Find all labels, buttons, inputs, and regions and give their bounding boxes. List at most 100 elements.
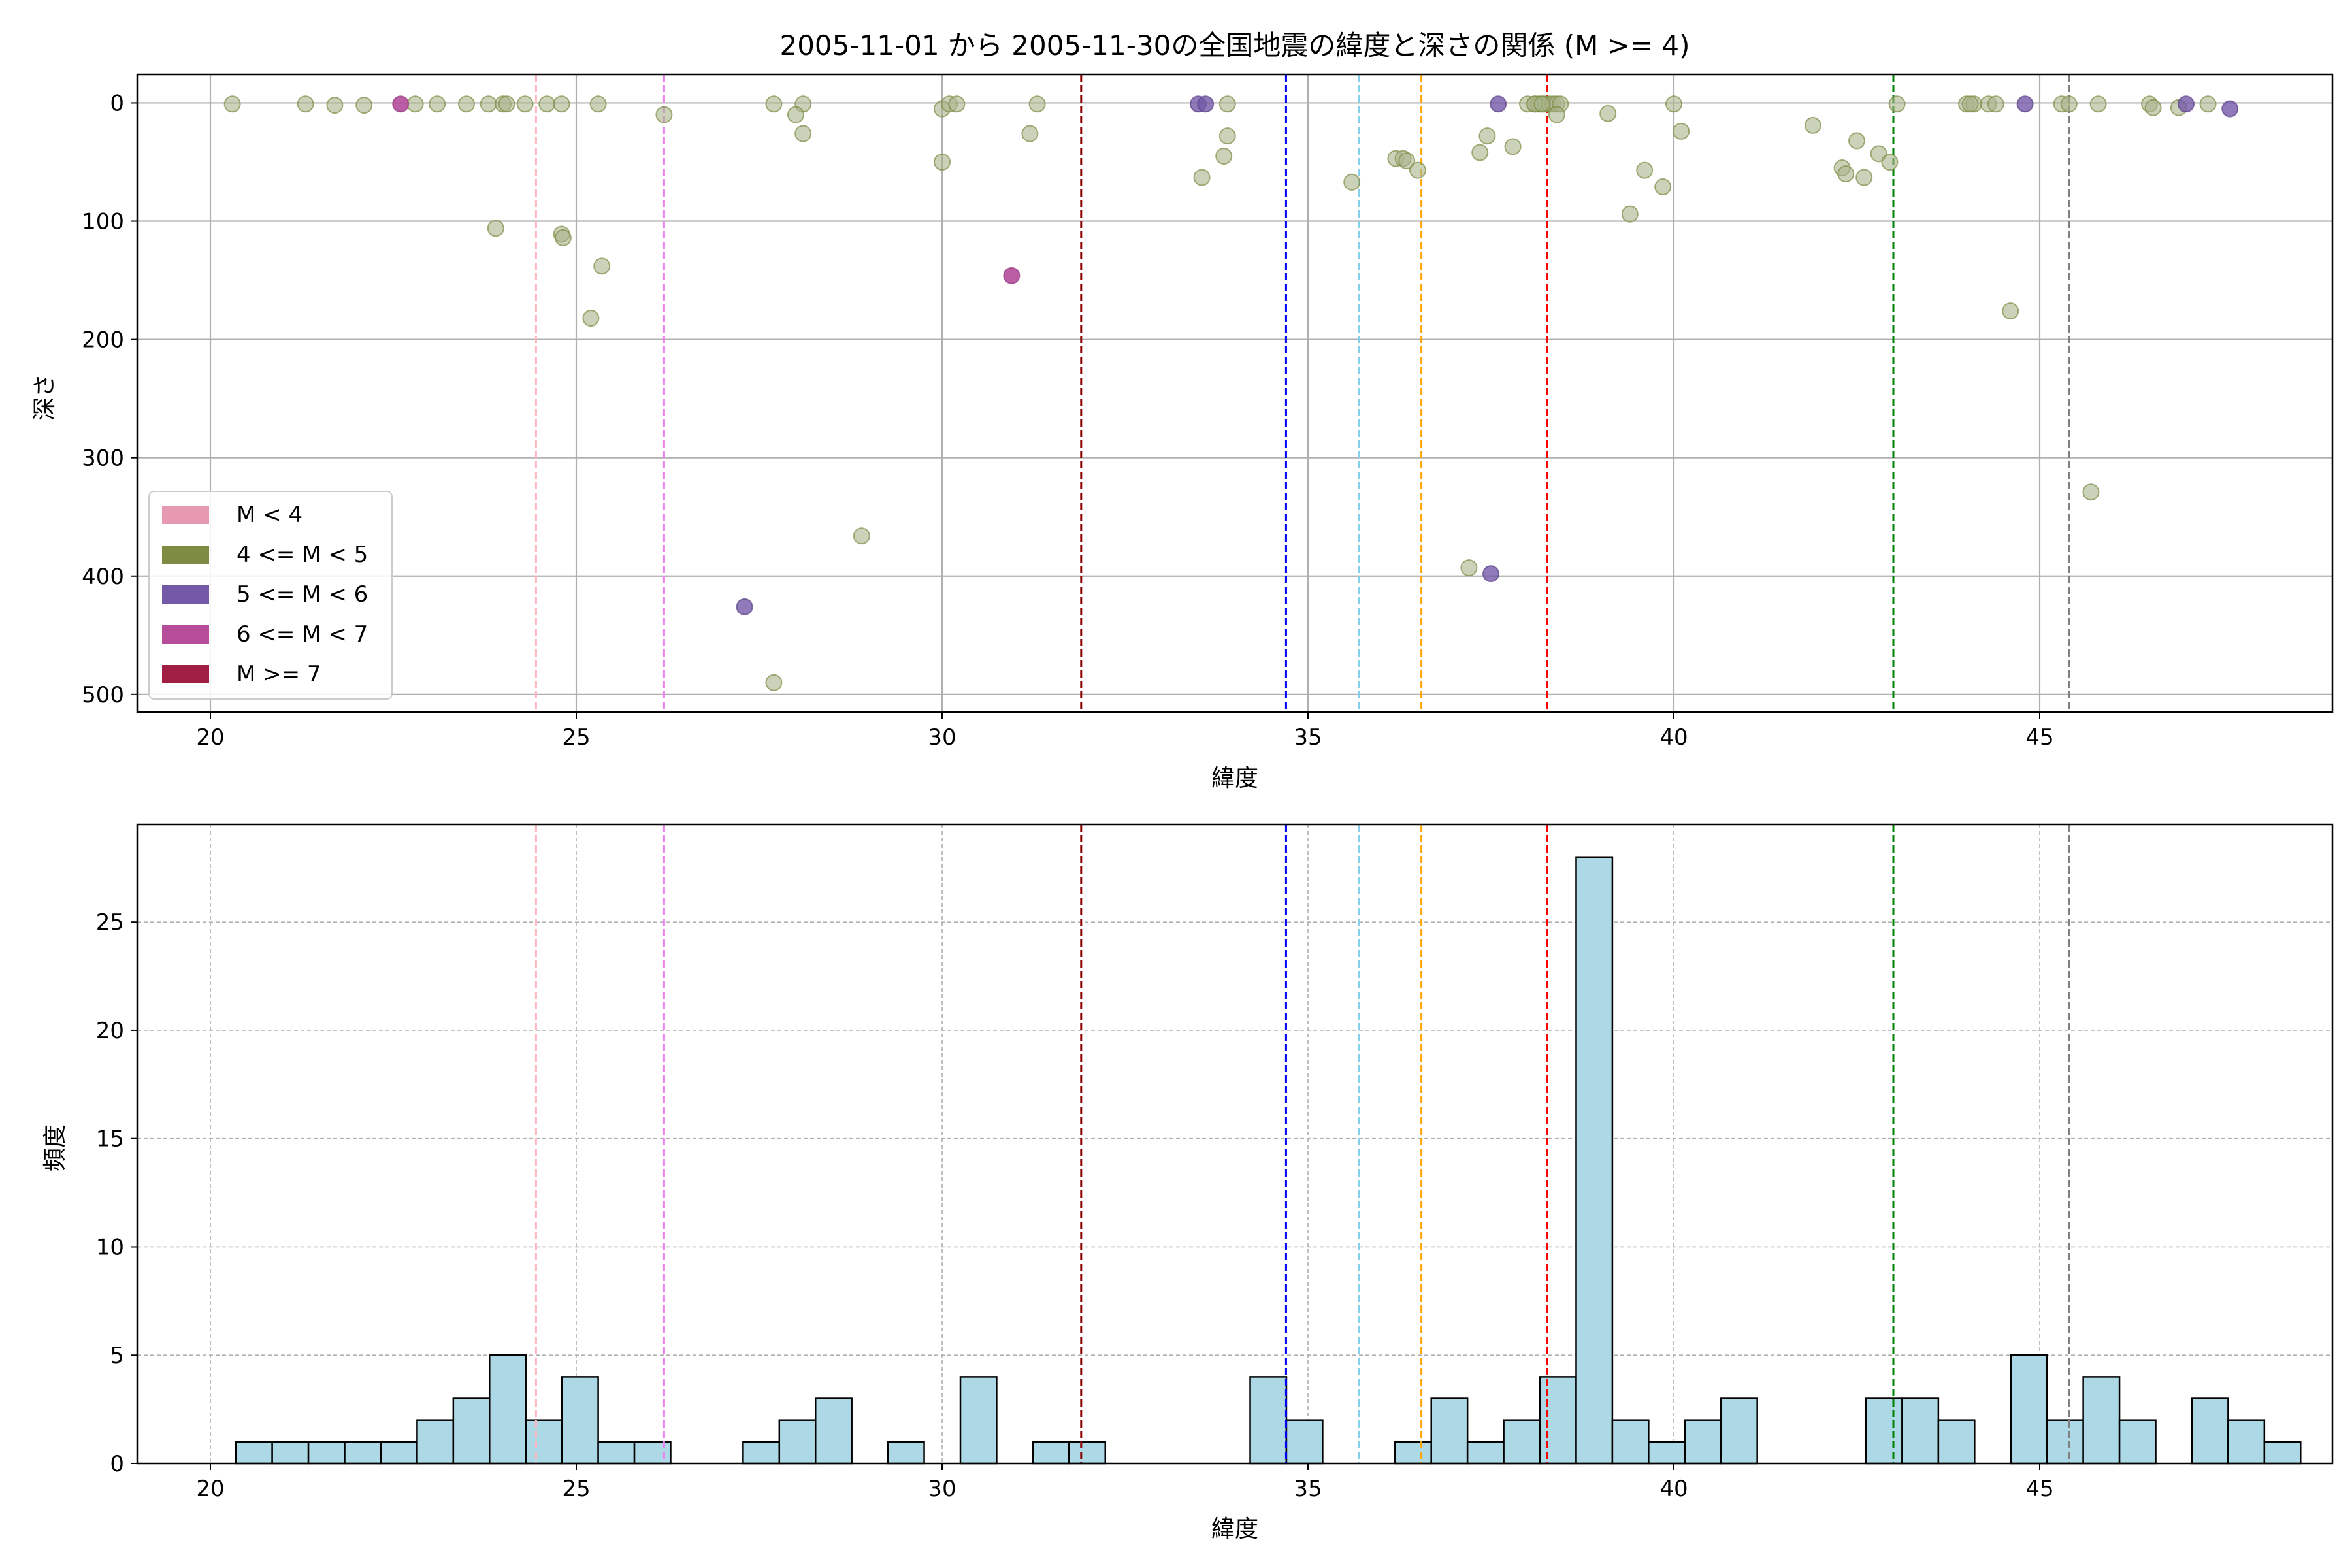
scatter-point [2082, 483, 2100, 501]
legend-label: 6 <= M < 7 [237, 621, 368, 647]
scatter-point [406, 95, 424, 113]
scatter-point [553, 95, 570, 113]
histogram-bar [2118, 1419, 2157, 1465]
scatter-point [1218, 95, 1236, 113]
scatter-point [765, 95, 783, 113]
legend-box [148, 491, 393, 700]
scatter-legend: M < 4 4 <= M < 5 5 <= M < 6 6 <= M < 7 M >= … [148, 491, 393, 700]
scatter-point [1837, 165, 1855, 183]
histogram-bar [2227, 1419, 2266, 1465]
scatter-point [1855, 169, 1873, 186]
histogram-bar [1285, 1419, 1324, 1465]
histogram-bar [1901, 1397, 1940, 1465]
histogram-bar [2191, 1397, 2229, 1465]
scatter-point [1548, 106, 1565, 123]
scatter-point [1881, 153, 1899, 171]
scatter-point [593, 257, 611, 275]
scatter-point [297, 95, 314, 113]
histogram-reference-lines [534, 825, 2070, 1463]
histogram-bar [1503, 1419, 1541, 1465]
scatter-point [538, 95, 556, 113]
scatter-ticks: 20 25 30 35 40 45 0 100 200 300 400 500 [82, 90, 2054, 751]
histogram-bar [1430, 1397, 1469, 1465]
histogram-bar [452, 1397, 491, 1465]
scatter-point [1021, 125, 1039, 142]
scatter-point [487, 220, 504, 237]
histogram-bar [1032, 1441, 1070, 1465]
histogram-bar [1611, 1419, 1650, 1465]
histogram-x-tick-label: 25 [562, 1476, 590, 1502]
scatter-y-tick-label: 500 [82, 682, 124, 708]
histogram-x-axis-label: 緯度 [1211, 1516, 1258, 1543]
histogram-y-tick-label: 10 [96, 1234, 124, 1260]
histogram-x-tick-label: 40 [1659, 1476, 1688, 1502]
figure-title: 2005-11-01 から 2005-11-30の全国地震の緯度と深さの関係 (… [779, 29, 1690, 61]
scatter-point [2144, 99, 2162, 116]
legend-swatch [162, 625, 209, 644]
scatter-point [1621, 205, 1639, 223]
scatter-point [1599, 105, 1617, 122]
histogram-bar [778, 1419, 817, 1465]
histogram-y-tick-label: 15 [96, 1126, 124, 1152]
scatter-point [326, 97, 344, 114]
histogram-bar [887, 1441, 925, 1465]
scatter-x-tick-label: 25 [562, 725, 590, 751]
scatter-point [1482, 565, 1499, 583]
scatter-point [1197, 95, 1215, 113]
scatter-point [1193, 169, 1211, 186]
scatter-y-axis-label: 深さ [31, 374, 58, 421]
histogram-bar [344, 1441, 382, 1465]
scatter-x-tick-label: 40 [1659, 725, 1688, 751]
scatter-point [1003, 267, 1021, 284]
scatter-point [516, 95, 534, 113]
histogram-bar [959, 1376, 998, 1465]
scatter-point [2089, 95, 2107, 113]
histogram-bar [525, 1419, 563, 1465]
scatter-point [736, 598, 753, 615]
histogram-bar [489, 1354, 527, 1465]
histogram-bar [742, 1441, 781, 1465]
histogram-bar [307, 1441, 346, 1465]
histogram-bar [561, 1376, 599, 1465]
scatter-x-tick-label: 30 [928, 725, 956, 751]
scatter-y-tick-label: 300 [82, 446, 124, 472]
scatter-point [429, 95, 446, 113]
scatter-point [1636, 161, 1654, 179]
histogram-bar [1394, 1441, 1432, 1465]
scatter-point [1398, 152, 1416, 170]
histogram-bar [2046, 1419, 2084, 1465]
scatter-panel: 20 25 30 35 40 45 0 100 200 300 400 500 緯度 深さ M < 4… [31, 73, 2334, 792]
scatter-point [1673, 122, 1690, 140]
histogram-bar [814, 1397, 853, 1465]
histogram-x-tick-label: 35 [1294, 1476, 1322, 1502]
scatter-point [1888, 95, 1906, 113]
legend-label: M >= 7 [237, 661, 321, 687]
histogram-bar [1539, 1376, 1577, 1465]
legend-swatch [162, 585, 209, 604]
histogram-bar [633, 1441, 672, 1465]
scatter-point [2178, 95, 2195, 113]
scatter-points [223, 95, 2239, 691]
scatter-x-tick-label: 35 [1294, 725, 1322, 751]
scatter-point [2199, 95, 2217, 113]
legend-swatch [162, 506, 209, 524]
histogram-x-tick-label: 30 [928, 1476, 956, 1502]
scatter-point [458, 95, 475, 113]
scatter-y-tick-label: 200 [82, 327, 124, 353]
histogram-panel: 20 25 30 35 40 45 0 5 10 15 20 25 緯度 頻度 [42, 823, 2334, 1543]
scatter-point [2002, 302, 2019, 320]
histogram-bar [1684, 1419, 1722, 1465]
scatter-point [582, 310, 600, 327]
histogram-bar [1865, 1397, 1903, 1465]
histogram-bar [1249, 1376, 1288, 1465]
scatter-point [223, 95, 241, 113]
scatter-point [355, 97, 373, 114]
scatter-point [589, 95, 607, 113]
scatter-y-tick-label: 100 [82, 209, 124, 235]
scatter-x-axis-label: 緯度 [1211, 765, 1258, 792]
scatter-point [2221, 100, 2239, 118]
legend-swatch [162, 665, 209, 683]
histogram-bar [1575, 856, 1614, 1465]
